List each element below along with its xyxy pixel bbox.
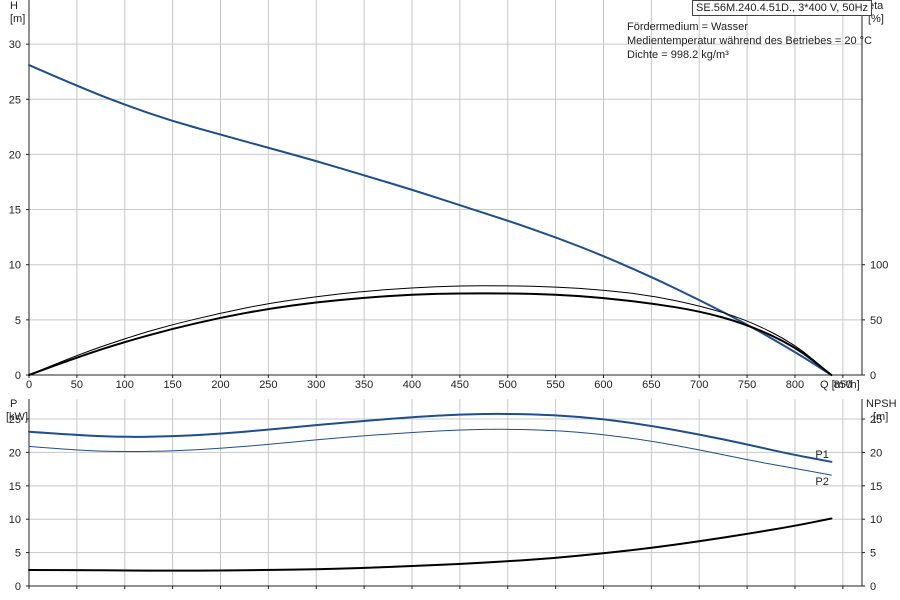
- tick-label-left: 25: [9, 414, 21, 426]
- tick-label-left: 20: [9, 149, 21, 161]
- series-label-p2: P2: [815, 476, 828, 488]
- tick-label-x: 50: [71, 379, 83, 391]
- y-axis-title-left: P: [10, 398, 17, 410]
- series-line-0-1: [28, 285, 832, 376]
- tick-label-right: 5: [870, 548, 876, 560]
- tick-label-x: 350: [355, 379, 373, 391]
- medium-info: Fördermedium = Wasser Medientemperatur w…: [627, 20, 872, 62]
- series-label-p1: P1: [815, 449, 828, 461]
- tick-label-left: 10: [9, 514, 21, 526]
- tick-label-x: 650: [642, 379, 660, 391]
- tick-label-x: 150: [163, 379, 181, 391]
- tick-label-left: 5: [15, 548, 21, 560]
- series-line-0-0: [28, 64, 833, 376]
- tick-label-left: 5: [15, 315, 21, 327]
- tick-label-right: 20: [870, 447, 882, 459]
- tick-label-x: 500: [499, 379, 517, 391]
- y-axis-unit-right: [m]: [873, 411, 888, 423]
- tick-label-left: 0: [15, 370, 21, 382]
- y-axis-unit-left: [m]: [10, 13, 25, 25]
- series-line-p1: [28, 412, 833, 463]
- tick-label-x: 400: [403, 379, 421, 391]
- tick-label-left: 20: [9, 447, 21, 459]
- tick-label-right: 15: [870, 481, 882, 493]
- tick-label-x: 750: [738, 379, 756, 391]
- model-label: SE.56M.240.4.51D., 3*400 V, 50Hz: [692, 0, 873, 16]
- tick-label-left: 15: [9, 481, 21, 493]
- tick-label-left: 0: [15, 581, 21, 593]
- tick-label-x: 550: [546, 379, 564, 391]
- tick-label-x: 0: [26, 379, 32, 391]
- tick-label-left: 15: [9, 205, 21, 217]
- tick-label-x: 850: [834, 379, 852, 391]
- tick-label-x: 300: [307, 379, 325, 391]
- tick-label-right: 100: [870, 260, 888, 272]
- tick-label-right: 0: [870, 581, 876, 593]
- info-line-density: Dichte = 998.2 kg/m³: [627, 49, 729, 61]
- tick-label-left: 30: [9, 39, 21, 51]
- info-line-medium: Fördermedium = Wasser: [627, 21, 748, 33]
- tick-label-right: 50: [870, 315, 882, 327]
- series-line-1-2: [28, 517, 833, 572]
- tick-label-x: 100: [116, 379, 134, 391]
- series-line-0-2: [28, 292, 833, 376]
- info-line-temperature: Medientemperatur während des Betriebes =…: [627, 35, 873, 47]
- tick-label-x: 800: [786, 379, 804, 391]
- tick-label-x: 250: [259, 379, 277, 391]
- tick-label-left: 10: [9, 260, 21, 272]
- tick-label-x: 450: [451, 379, 469, 391]
- y-axis-unit-right: [%]: [868, 13, 884, 25]
- tick-label-left: 25: [9, 94, 21, 106]
- series-line-p2: [28, 428, 832, 476]
- tick-label-right: 0: [870, 370, 876, 382]
- y-axis-title-left: H: [10, 0, 18, 12]
- tick-label-x: 700: [690, 379, 708, 391]
- tick-label-right: 25: [870, 414, 882, 426]
- tick-label-right: 10: [870, 514, 882, 526]
- tick-label-x: 200: [211, 379, 229, 391]
- y-axis-title-right: NPSH: [866, 398, 897, 410]
- x-axis-title: Q [m³/h]: [820, 379, 860, 391]
- y-axis-unit-left: [kW]: [6, 411, 28, 423]
- tick-label-x: 600: [594, 379, 612, 391]
